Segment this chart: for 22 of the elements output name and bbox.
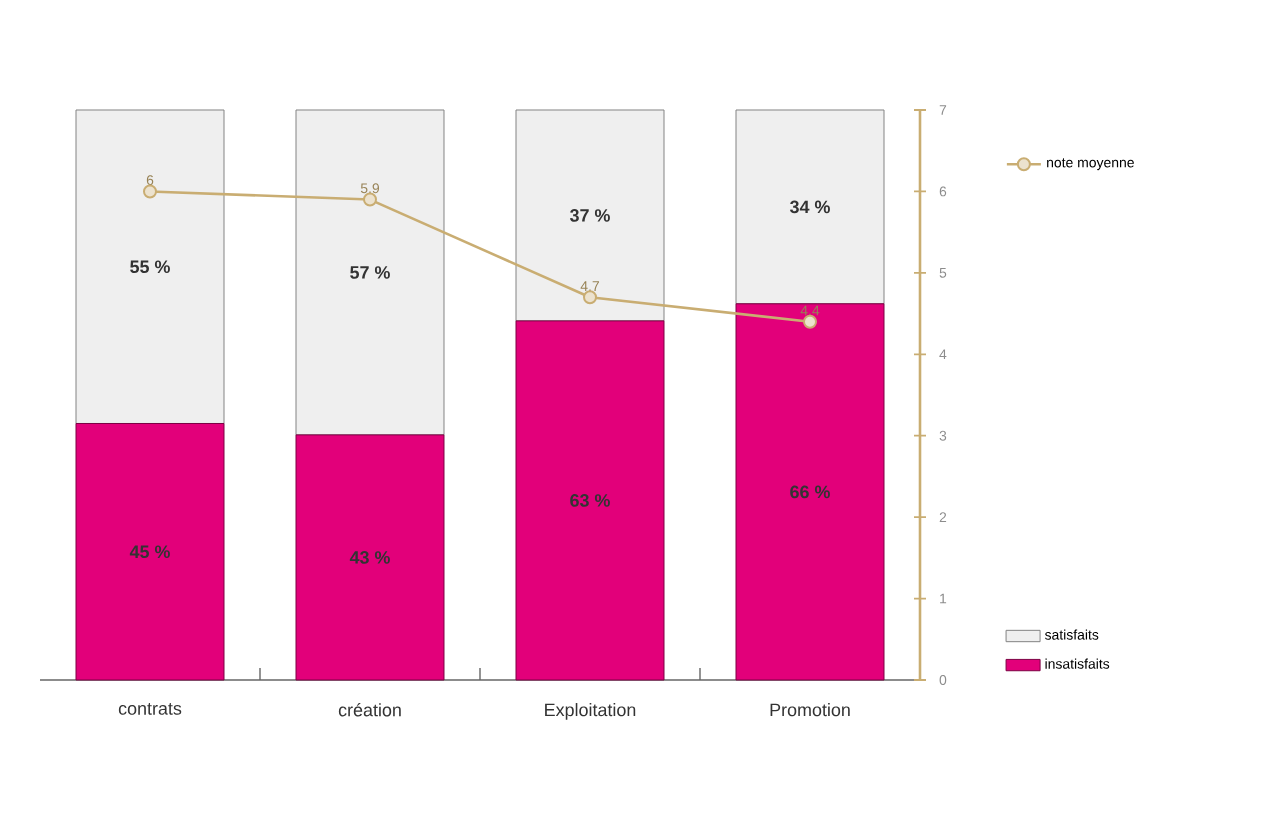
data-label: 34 % — [789, 200, 830, 214]
bar — [75, 109, 225, 424]
data-label: 55 % — [130, 260, 170, 274]
bar — [75, 422, 225, 681]
bar — [295, 109, 445, 436]
data-label: 66 % — [790, 485, 830, 499]
data-label: 43 % — [349, 551, 390, 564]
bar — [515, 320, 665, 681]
data-label: 63 % — [570, 494, 610, 507]
point — [583, 290, 597, 305]
x-tick-label: Promotion — [770, 703, 850, 717]
data-label: 37 % — [569, 209, 610, 222]
point — [143, 184, 157, 199]
bar — [295, 434, 445, 681]
x-tick-label: Exploitation — [545, 703, 636, 720]
x-tick-label: contrats — [118, 703, 182, 715]
bar — [735, 303, 885, 681]
bar — [515, 109, 665, 322]
data-label: 57 % — [350, 266, 390, 279]
x-tick-label: création — [338, 703, 401, 717]
bar — [735, 109, 885, 305]
data-label: 45 % — [129, 545, 170, 559]
